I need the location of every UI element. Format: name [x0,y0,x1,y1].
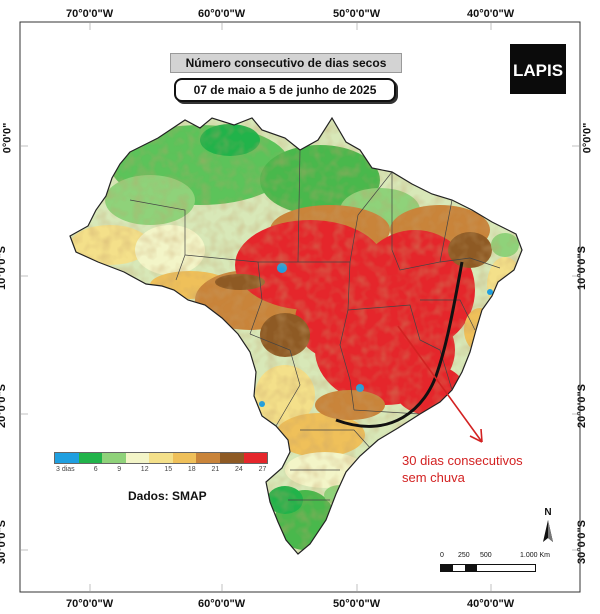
legend-color-bar [54,452,268,464]
annotation-line-1: 30 dias consecutivos [402,453,523,468]
longitude-label-bottom-70w: 70°0'0"W [66,598,114,610]
map-title: Número consecutivo de dias secos [170,53,402,73]
scale-bar-graphic [440,564,536,572]
color-legend: 3 dias 6 9 12 15 18 21 24 27 [54,452,268,478]
legend-tick-21: 21 [211,466,220,473]
dry-region-curve [335,261,464,428]
legend-tick-9: 9 [117,466,122,473]
longitude-label-bottom-50w: 50°0'0"W [333,598,381,610]
legend-tick-15: 15 [164,466,173,473]
annotation-arrow [397,325,483,443]
legend-tick-27: 27 [258,466,267,473]
north-arrow-icon [543,520,553,542]
lapis-logo: LAPIS [510,44,566,94]
legend-swatch-2 [78,453,103,463]
legend-swatch-6 [172,453,197,463]
longitude-label-bottom-40w: 40°0'0"W [467,598,515,610]
legend-tick-18: 18 [187,466,196,473]
legend-swatch-9 [243,453,268,463]
legend-swatch-8 [219,453,244,463]
graticule [20,22,580,592]
date-range: 07 de maio a 5 de junho de 2025 [174,78,396,102]
scale-labels: 0 250 500 1.000 Km [440,552,560,562]
scale-bar: 0 250 500 1.000 Km [440,552,560,578]
longitude-label-top-40w: 40°0'0"W [467,8,515,20]
north-label: N [544,507,552,518]
legend-tick-24: 24 [235,466,243,473]
annotation-line-2: sem chuva [402,470,465,485]
scale-label-0: 0 [440,552,444,559]
longitude-label-top-60w: 60°0'0"W [198,8,246,20]
map-frame [19,21,581,593]
legend-tick-12: 12 [140,466,149,473]
legend-swatch-1 [55,453,79,463]
dry-days-annotation: 30 dias consecutivos sem chuva [402,452,562,486]
data-source: Dados: SMAP [128,489,207,503]
scale-label-500: 500 [480,552,492,559]
scale-label-250: 250 [458,552,470,559]
legend-swatch-3 [102,453,126,463]
scale-label-1000: 1.000 Km [520,552,550,559]
legend-swatch-4 [125,453,150,463]
longitude-label-top-50w: 50°0'0"W [333,8,381,20]
legend-swatch-7 [196,453,220,463]
legend-tick-3: 3 dias [56,466,75,473]
longitude-label-bottom-60w: 60°0'0"W [198,598,246,610]
legend-ticks: 3 dias 6 9 12 15 18 21 24 27 [54,464,266,478]
state-borders [129,149,501,501]
legend-swatch-5 [149,453,173,463]
longitude-label-top-70w: 70°0'0"W [66,8,114,20]
legend-tick-6: 6 [93,466,98,473]
